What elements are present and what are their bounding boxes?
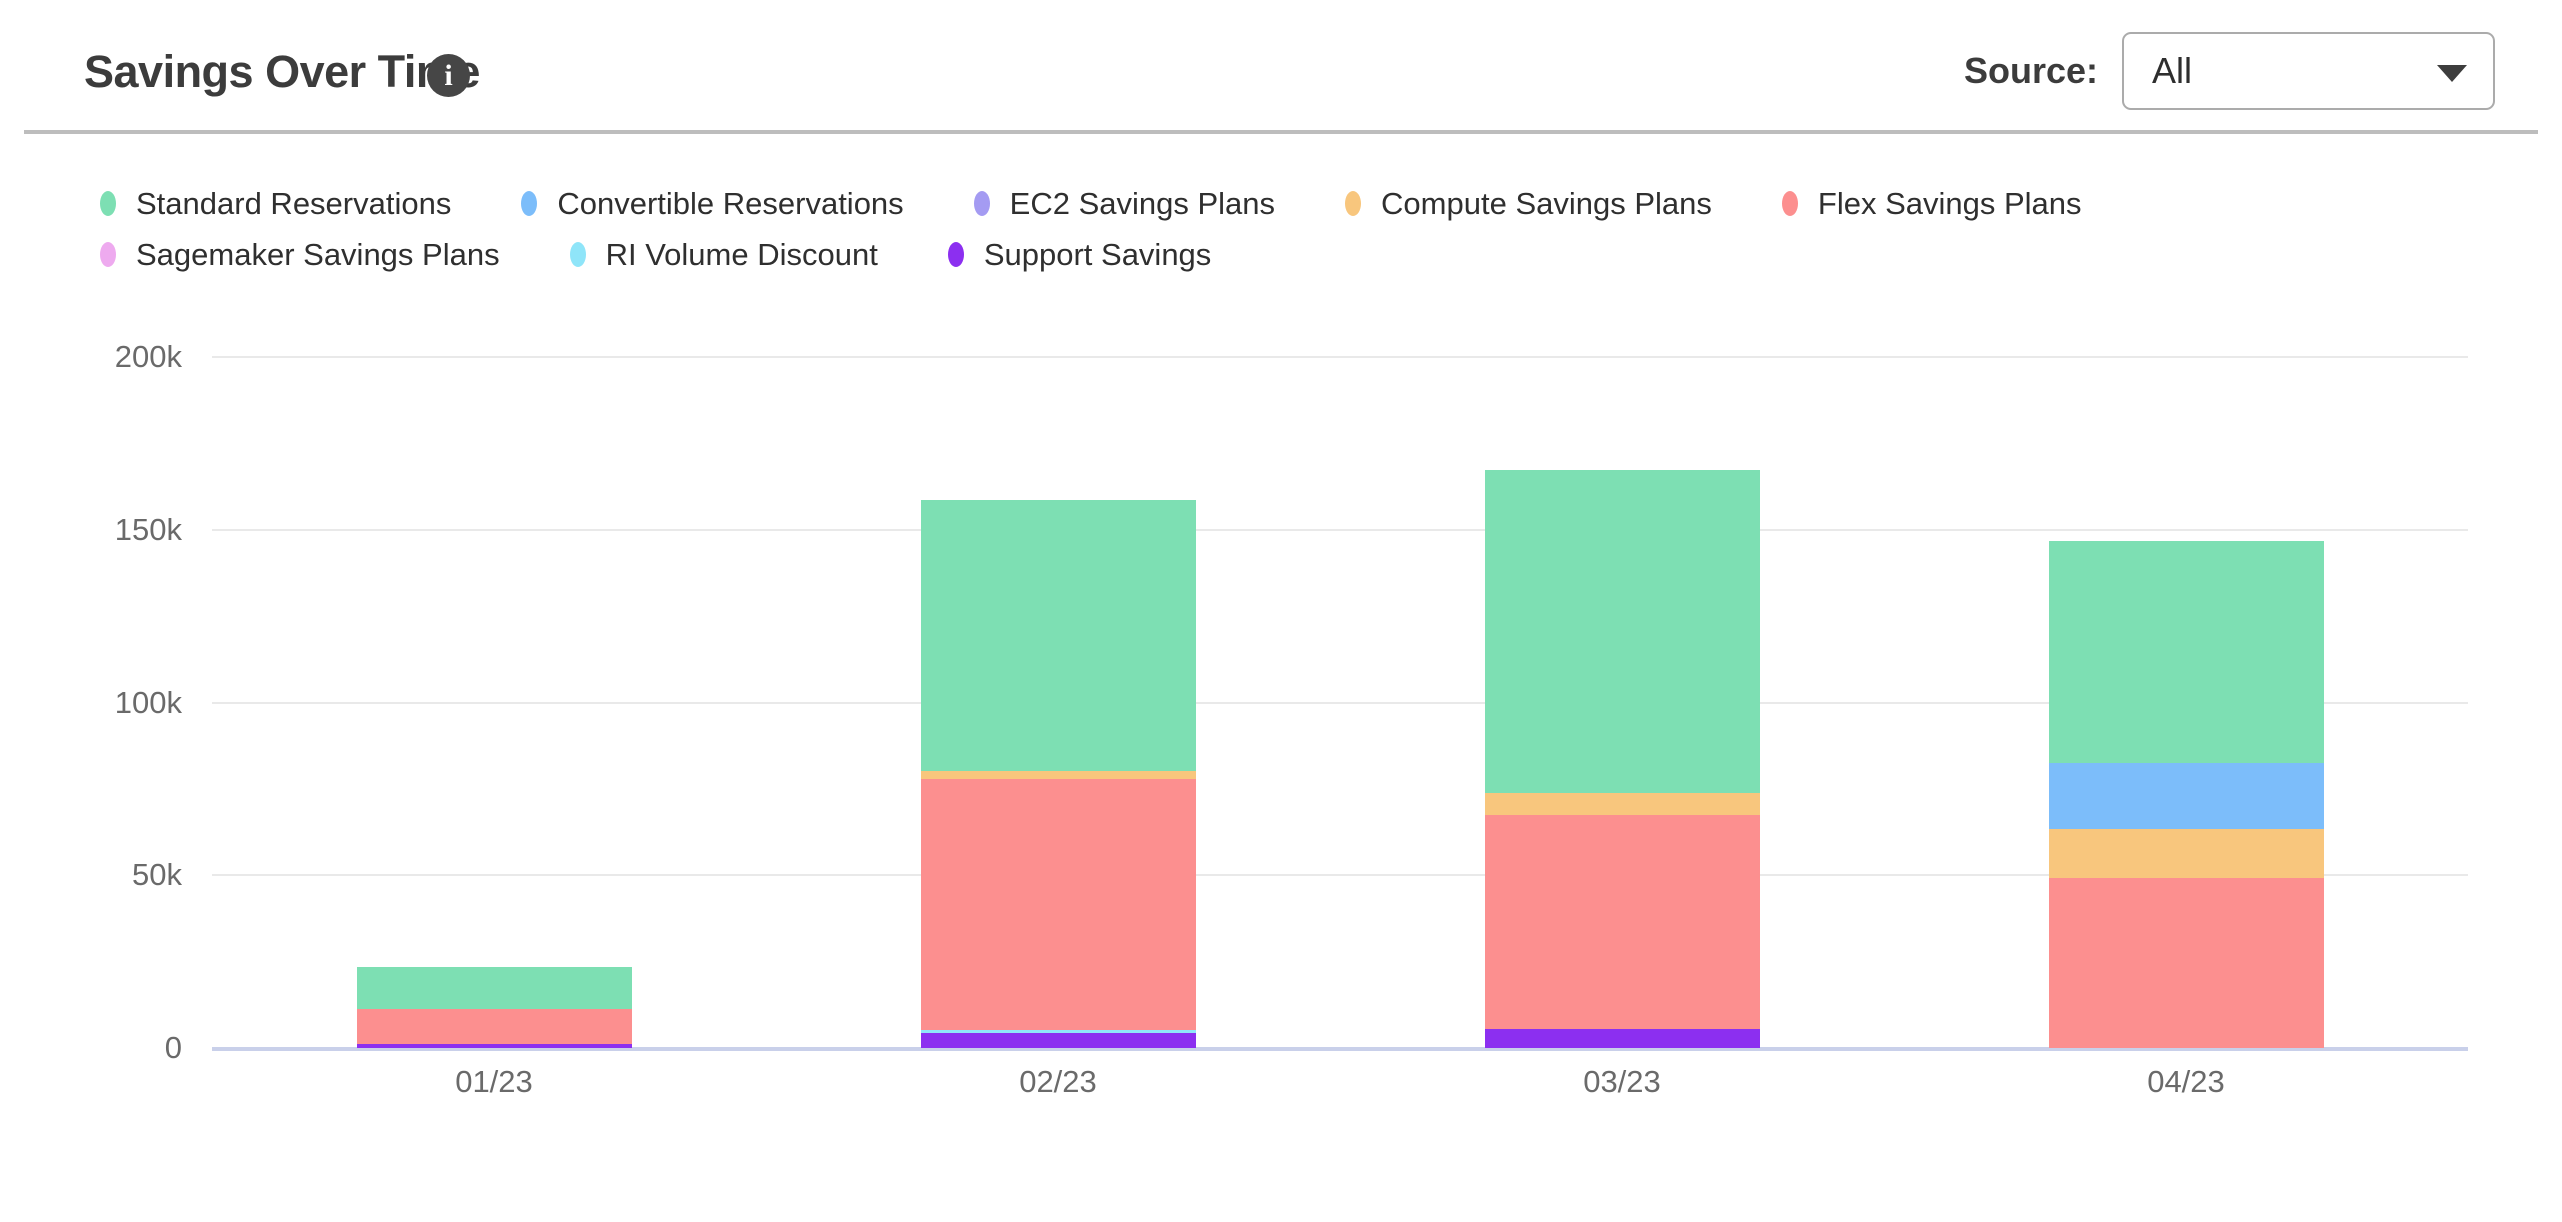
legend-item-flex-savings-plans[interactable]: Flex Savings Plans <box>1781 180 2082 227</box>
gridline <box>212 356 2468 358</box>
x-tick-label: 02/23 <box>1019 1064 1097 1099</box>
legend-item-label: Convertible Reservations <box>557 185 904 221</box>
legend-item-ri-volume-discount[interactable]: RI Volume Discount <box>569 231 878 278</box>
legend-item-label: RI Volume Discount <box>605 236 878 272</box>
source-dropdown-value: All <box>2152 50 2193 91</box>
bar-segment-standard-reservations[interactable] <box>920 500 1196 771</box>
bar-segment-ri-volume-discount[interactable] <box>920 1030 1196 1033</box>
bar-segment-convertible-reservations[interactable] <box>2048 763 2324 829</box>
header-divider <box>24 130 2538 134</box>
source-filter: Source: All <box>1964 32 2495 110</box>
bar-segment-support-savings[interactable] <box>356 1044 632 1048</box>
chart-legend: Standard Reservations Convertible Reserva… <box>100 180 2480 278</box>
legend-item-standard-reservations[interactable]: Standard Reservations <box>100 180 451 227</box>
bar-segment-standard-reservations[interactable] <box>1484 470 1760 793</box>
legend-item-label: Sagemaker Savings Plans <box>136 236 500 272</box>
legend-dot-icon <box>1345 191 1362 216</box>
legend-dot-icon <box>100 191 116 216</box>
legend-dot-icon <box>100 242 116 267</box>
bar-segment-standard-reservations[interactable] <box>356 967 632 1009</box>
bar-segment-flex-savings-plans[interactable] <box>1484 815 1760 1029</box>
bar-segment-support-savings[interactable] <box>920 1033 1196 1048</box>
bar-segment-flex-savings-plans[interactable] <box>2048 878 2324 1048</box>
legend-item-ec2-savings-plans[interactable]: EC2 Savings Plans <box>973 180 1276 227</box>
legend-item-label: Standard Reservations <box>136 185 452 221</box>
source-dropdown[interactable]: All <box>2122 32 2495 110</box>
bar-segment-flex-savings-plans[interactable] <box>920 779 1196 1030</box>
bar-segment-flex-savings-plans[interactable] <box>356 1009 632 1044</box>
info-icon[interactable]: i <box>427 54 470 97</box>
bar-segment-compute-savings-plans[interactable] <box>2048 829 2324 878</box>
y-tick-label: 0 <box>164 1030 182 1065</box>
legend-item-label: EC2 Savings Plans <box>1009 185 1276 221</box>
page-title: Savings Over Time <box>84 46 480 97</box>
bar-segment-compute-savings-plans[interactable] <box>1484 793 1760 815</box>
legend-item-label: Support Savings <box>983 236 1212 272</box>
legend-item-convertible-reservations[interactable]: Convertible Reservations <box>521 180 904 227</box>
legend-item-support-savings[interactable]: Support Savings <box>947 231 1212 278</box>
x-tick-label: 04/23 <box>2147 1064 2225 1099</box>
chevron-down-icon <box>2437 65 2467 82</box>
source-label: Source: <box>1963 50 2098 91</box>
y-tick-label: 50k <box>132 857 182 893</box>
y-tick-label: 100k <box>114 684 182 720</box>
legend-dot-icon <box>973 191 990 216</box>
y-tick-label: 200k <box>114 339 182 374</box>
bar-segment-support-savings[interactable] <box>1484 1029 1760 1048</box>
x-axis-baseline <box>212 1047 2468 1051</box>
legend-dot-icon <box>1781 191 1798 216</box>
gridline <box>212 528 2468 531</box>
legend-dot-icon <box>947 242 964 267</box>
legend-item-label: Flex Savings Plans <box>1817 185 2082 221</box>
legend-item-compute-savings-plans[interactable]: Compute Savings Plans <box>1345 180 1712 227</box>
x-tick-label: 03/23 <box>1583 1064 1661 1099</box>
legend-dot-icon <box>569 242 586 267</box>
bar-segment-compute-savings-plans[interactable] <box>920 771 1196 779</box>
gridline <box>212 701 2468 704</box>
y-tick-label: 150k <box>114 511 182 547</box>
x-tick-label: 01/23 <box>455 1064 533 1099</box>
legend-dot-icon <box>521 191 538 216</box>
legend-item-sagemaker-savings-plans[interactable]: Sagemaker Savings Plans <box>100 231 500 278</box>
bar-segment-standard-reservations[interactable] <box>2048 541 2324 763</box>
legend-item-label: Compute Savings Plans <box>1381 185 1712 221</box>
gridline <box>212 874 2468 877</box>
